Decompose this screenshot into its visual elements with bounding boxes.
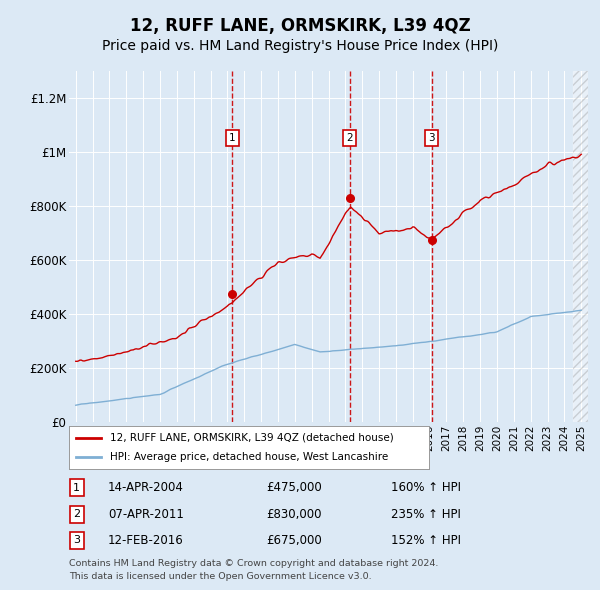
Text: £830,000: £830,000 — [266, 508, 322, 521]
Text: 3: 3 — [73, 536, 80, 546]
Text: 12, RUFF LANE, ORMSKIRK, L39 4QZ: 12, RUFF LANE, ORMSKIRK, L39 4QZ — [130, 17, 470, 35]
Text: 160% ↑ HPI: 160% ↑ HPI — [391, 481, 461, 494]
Text: 12-FEB-2016: 12-FEB-2016 — [108, 534, 184, 547]
Text: 2: 2 — [73, 509, 80, 519]
Text: Price paid vs. HM Land Registry's House Price Index (HPI): Price paid vs. HM Land Registry's House … — [102, 39, 498, 53]
Text: 1: 1 — [229, 133, 235, 143]
Bar — [573, 71, 588, 422]
Text: 14-APR-2004: 14-APR-2004 — [108, 481, 184, 494]
Text: 2: 2 — [347, 133, 353, 143]
Text: 152% ↑ HPI: 152% ↑ HPI — [391, 534, 461, 547]
Text: 235% ↑ HPI: 235% ↑ HPI — [391, 508, 461, 521]
Text: 1: 1 — [73, 483, 80, 493]
Bar — [573, 71, 588, 422]
Text: £675,000: £675,000 — [266, 534, 322, 547]
Text: 07-APR-2011: 07-APR-2011 — [108, 508, 184, 521]
Text: HPI: Average price, detached house, West Lancashire: HPI: Average price, detached house, West… — [110, 453, 389, 463]
Text: Contains HM Land Registry data © Crown copyright and database right 2024.: Contains HM Land Registry data © Crown c… — [69, 559, 439, 568]
Text: 3: 3 — [428, 133, 435, 143]
Text: £475,000: £475,000 — [266, 481, 322, 494]
Text: 12, RUFF LANE, ORMSKIRK, L39 4QZ (detached house): 12, RUFF LANE, ORMSKIRK, L39 4QZ (detach… — [110, 432, 394, 442]
Text: This data is licensed under the Open Government Licence v3.0.: This data is licensed under the Open Gov… — [69, 572, 371, 581]
